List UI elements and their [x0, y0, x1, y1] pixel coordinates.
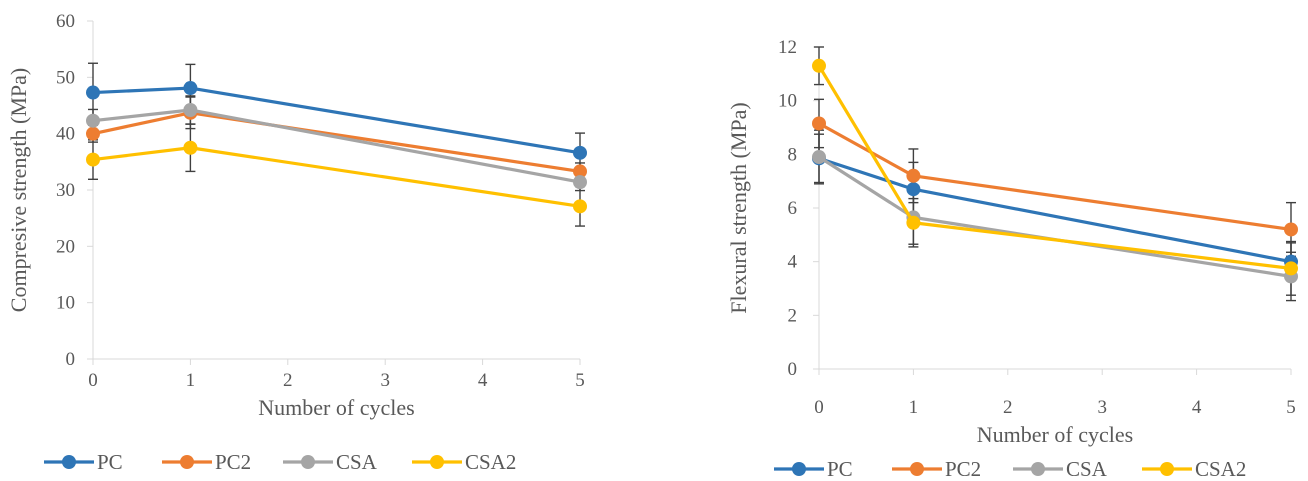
- legend-marker-pc2: [910, 462, 924, 476]
- x-tick-label: 2: [283, 370, 293, 391]
- legend-marker-csa: [301, 455, 315, 469]
- x-tick-label: 3: [1097, 397, 1107, 418]
- x-tick-label: 4: [1192, 397, 1202, 418]
- legend-label-pc2: PC2: [215, 450, 251, 474]
- legend-marker-csa2: [430, 455, 444, 469]
- y-tick-label: 10: [778, 91, 797, 112]
- data-point-csa: [183, 103, 198, 118]
- series-line-pc2: [818, 122, 1292, 232]
- y-tick-label: 10: [56, 293, 75, 314]
- data-point-csa2: [906, 215, 921, 230]
- x-tick-label: 5: [1286, 397, 1296, 418]
- x-tick-label: 0: [88, 370, 98, 391]
- data-point-pc: [906, 182, 921, 197]
- data-point-pc2: [1284, 222, 1298, 237]
- y-tick-label: 4: [788, 252, 798, 273]
- y-axis-title: Compresive strength (MPa): [6, 68, 31, 312]
- y-tick-label: 0: [66, 349, 76, 370]
- x-tick-label: 4: [478, 370, 488, 391]
- data-point-csa2: [1284, 261, 1298, 276]
- y-tick-label: 60: [56, 11, 75, 32]
- data-point-pc2: [906, 168, 921, 183]
- x-tick-label: 1: [186, 370, 196, 391]
- legend-label-pc: PC: [97, 450, 123, 474]
- y-tick-label: 30: [56, 180, 75, 201]
- data-point-pc2: [812, 116, 826, 131]
- data-point-csa2: [573, 199, 587, 214]
- x-tick-label: 1: [909, 397, 919, 418]
- legend-label-pc2: PC2: [945, 457, 981, 481]
- x-axis-title: Number of cycles: [977, 422, 1133, 447]
- data-point-csa2: [86, 152, 100, 167]
- series-line-csa2: [92, 146, 581, 208]
- legend-marker-csa: [1031, 462, 1045, 476]
- compressive-strength-chart: 0 10 20 30 40 50 60 0 1 2 3 4 5 Number of cycles Compr…: [6, 11, 587, 474]
- legend-label-csa: CSA: [1066, 457, 1108, 481]
- legend-label-pc: PC: [827, 457, 853, 481]
- series-line-pc: [92, 86, 581, 155]
- y-tick-label: 20: [56, 236, 75, 257]
- data-point-csa2: [183, 140, 198, 155]
- data-point-csa: [573, 175, 587, 190]
- x-tick-label: 3: [380, 370, 390, 391]
- data-point-pc: [183, 81, 198, 96]
- data-point-pc: [573, 145, 587, 160]
- y-tick-label: 6: [788, 198, 798, 219]
- x-tick-label: 2: [1003, 397, 1013, 418]
- data-point-csa2: [812, 58, 826, 73]
- legend-label-csa: CSA: [336, 450, 378, 474]
- legend-label-csa2: CSA2: [465, 450, 516, 474]
- legend-marker-pc: [792, 462, 806, 476]
- y-axis-title: Flexural strength (MPa): [726, 102, 751, 313]
- data-point-pc2: [573, 164, 587, 179]
- legend-marker-pc: [62, 455, 76, 469]
- x-axis-title: Number of cycles: [258, 395, 414, 420]
- data-point-csa: [812, 150, 826, 165]
- legend-label-csa2: CSA2: [1195, 457, 1246, 481]
- data-point-pc2: [86, 126, 100, 141]
- y-tick-label: 0: [788, 359, 798, 380]
- y-tick-label: 12: [778, 37, 797, 58]
- data-point-pc: [86, 85, 100, 100]
- y-tick-label: 2: [788, 305, 798, 326]
- legend-marker-csa2: [1160, 462, 1174, 476]
- x-tick-label: 5: [575, 370, 585, 391]
- y-tick-label: 50: [56, 67, 75, 88]
- x-tick-label: 0: [814, 397, 824, 418]
- y-tick-label: 40: [56, 124, 75, 145]
- legend-marker-pc2: [180, 455, 194, 469]
- y-tick-label: 8: [788, 144, 798, 165]
- series-line-pc: [818, 156, 1292, 264]
- data-point-csa: [86, 113, 100, 128]
